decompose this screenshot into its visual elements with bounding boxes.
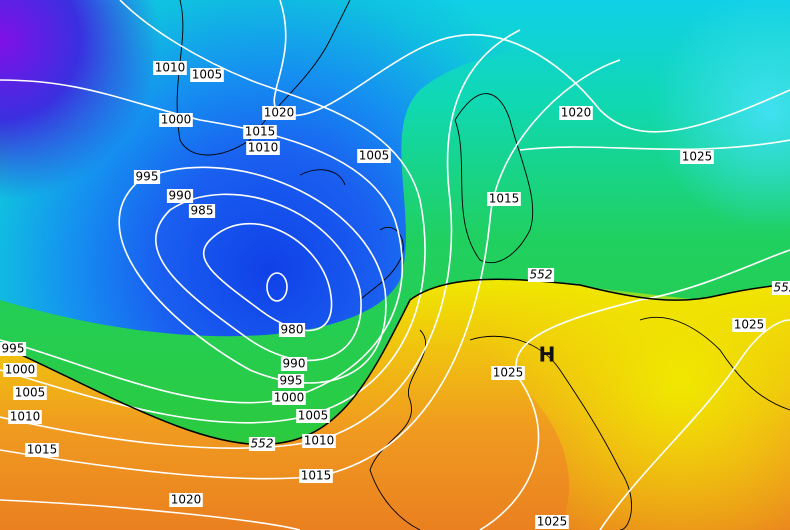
isobar-label: 1000 xyxy=(5,363,36,377)
isobar-label-box xyxy=(262,106,296,120)
isobar-label: 1015 xyxy=(301,469,332,483)
isobar-label-box xyxy=(153,61,187,75)
isobar-label-box xyxy=(159,113,193,127)
isobar-label: 1015 xyxy=(245,125,276,139)
thickness-label: 552 xyxy=(530,268,553,282)
isobar-label-box xyxy=(133,170,161,184)
isobar-label: 995 xyxy=(2,342,25,356)
isobar-label-box xyxy=(296,409,330,423)
isobar-label-box xyxy=(169,493,203,507)
isobar-label-box xyxy=(243,125,277,139)
isobar-label: 990 xyxy=(283,357,306,371)
isobar-label-box xyxy=(190,68,224,82)
isobar-label: 1005 xyxy=(15,386,46,400)
isobar-label-box xyxy=(278,323,306,337)
isobar-label: 1015 xyxy=(489,192,520,206)
isobar-label: 1025 xyxy=(537,515,568,529)
isobar-label-box xyxy=(188,204,216,218)
isobar-label-box xyxy=(299,469,333,483)
isobar-label: 985 xyxy=(191,204,214,218)
high-pressure-label: H xyxy=(539,343,556,367)
isobar-label-box xyxy=(246,141,280,155)
isobar-label: 1005 xyxy=(298,409,329,423)
thickness-label: 552 xyxy=(251,437,274,451)
isobar-label: 1010 xyxy=(155,61,186,75)
isobar-label-box xyxy=(680,150,714,164)
isobar-label: 1020 xyxy=(171,493,202,507)
isobar-label-box xyxy=(491,366,525,380)
isobar-label: 1025 xyxy=(682,150,713,164)
isobar-label-box xyxy=(8,410,42,424)
labels: 1010 100510201000101510101005995990985101… xyxy=(0,61,790,529)
isobar-label: 1025 xyxy=(493,366,524,380)
isobar-label-box xyxy=(0,342,27,356)
isobar-label: 995 xyxy=(136,170,159,184)
isobar-label: 1000 xyxy=(274,391,305,405)
isobar-label: 1010 xyxy=(10,410,41,424)
isobar-label: 990 xyxy=(169,189,192,203)
isobar-label-box xyxy=(487,192,521,206)
isobar-label: 1015 xyxy=(27,443,58,457)
isobar-label-box xyxy=(272,391,306,405)
isobar-label: 1005 xyxy=(192,68,223,82)
thickness-label-box xyxy=(248,437,276,451)
isobar-label-box xyxy=(280,357,308,371)
thickness-label: 552 xyxy=(774,281,790,295)
isobar-label-box xyxy=(3,363,37,377)
isobar-label: 980 xyxy=(281,323,304,337)
isobar-label-box xyxy=(732,318,766,332)
isobar-label-box xyxy=(302,434,336,448)
isobar-label: 1005 xyxy=(359,149,390,163)
thickness-label-box xyxy=(527,268,555,282)
isobar-label-box xyxy=(277,374,305,388)
thickness-552-line xyxy=(0,278,790,446)
thickness-label-box xyxy=(771,281,790,295)
isobar-label: 995 xyxy=(280,374,303,388)
isobar-label: 1020 xyxy=(264,106,295,120)
isobar-label-box xyxy=(13,386,47,400)
isobar-label: 1025 xyxy=(734,318,765,332)
isobar-label: 1010 xyxy=(248,141,279,155)
isobar-label-box xyxy=(357,149,391,163)
coastlines xyxy=(176,0,790,530)
isobar-label-box xyxy=(559,106,593,120)
isobar-label: 1020 xyxy=(561,106,592,120)
isobar-label-box xyxy=(535,515,569,529)
isobar-label-box xyxy=(166,189,194,203)
isobar-label: 1010 xyxy=(304,434,335,448)
isobar-label: 1000 xyxy=(161,113,192,127)
isobar-label-box xyxy=(25,443,59,457)
